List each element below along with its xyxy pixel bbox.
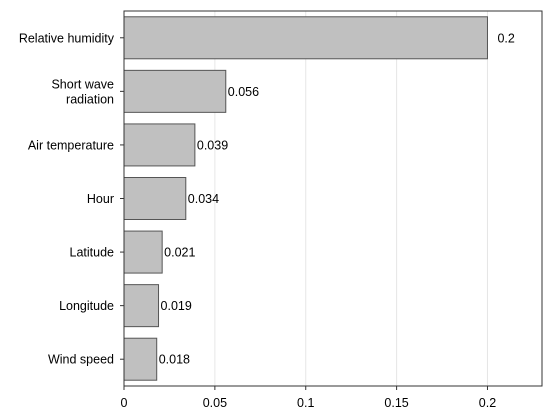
category-label: Wind speed bbox=[48, 353, 114, 367]
x-axis-ticks: 0 0.05 0.1 0.15 0.2 bbox=[120, 37, 496, 410]
bar bbox=[123, 16, 488, 60]
bar bbox=[123, 337, 158, 381]
bar bbox=[123, 123, 196, 167]
category-label: Air temperature bbox=[28, 138, 114, 152]
x-tick-label: 0.2 bbox=[479, 396, 496, 410]
value-label: 0.019 bbox=[161, 299, 192, 313]
category-label: Short wave bbox=[51, 77, 114, 91]
value-label: 0.056 bbox=[228, 85, 259, 99]
category-label: Relative humidity bbox=[19, 31, 115, 45]
x-tick-label: 0.15 bbox=[384, 396, 408, 410]
value-label: 0.018 bbox=[159, 353, 190, 367]
x-tick-label: 0 bbox=[121, 396, 128, 410]
value-label: 0.039 bbox=[197, 138, 228, 152]
category-label: Hour bbox=[87, 192, 114, 206]
bars bbox=[123, 16, 488, 381]
bar bbox=[123, 230, 163, 274]
bar bbox=[123, 284, 160, 328]
grid-lines bbox=[214, 11, 488, 386]
value-label: 0.034 bbox=[188, 192, 219, 206]
bar bbox=[123, 177, 187, 220]
category-label: Latitude bbox=[70, 246, 115, 260]
plot-area bbox=[124, 11, 542, 386]
category-label: radiation bbox=[66, 92, 114, 106]
value-labels: 0.2 0.056 0.039 0.034 0.021 0.019 0.018 bbox=[159, 31, 515, 366]
value-label: 0.2 bbox=[497, 31, 514, 45]
value-label: 0.021 bbox=[164, 246, 195, 260]
x-tick-label: 0.1 bbox=[297, 396, 314, 410]
x-tick-label: 0.05 bbox=[203, 396, 227, 410]
bar bbox=[123, 69, 227, 113]
plot-frame bbox=[123, 10, 543, 387]
category-label: Longitude bbox=[59, 299, 114, 313]
